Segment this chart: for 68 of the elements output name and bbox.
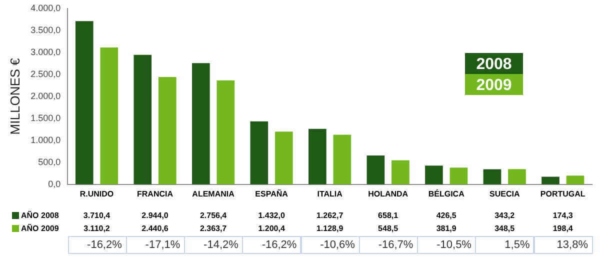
- data-label: 2.944,0: [142, 211, 169, 220]
- text: 2008: [476, 56, 512, 73]
- bar: [425, 166, 443, 184]
- x-tick-label: ITALIA: [317, 189, 343, 198]
- x-tick-label: ALEMANIA: [192, 189, 235, 198]
- data-label: 343,2: [494, 211, 516, 220]
- y-tick-label: 3.500,0: [30, 24, 61, 35]
- bar: [250, 121, 268, 184]
- data-label: 548,5: [378, 224, 399, 234]
- x-tick-label: FRANCIA: [137, 189, 174, 198]
- bar: [333, 134, 352, 184]
- y-axis-title: MILLONES €: [7, 57, 22, 135]
- data-label: 381,9: [436, 224, 457, 234]
- data-label: 2.756,4: [200, 211, 228, 220]
- text: -16,2%: [262, 239, 297, 252]
- bar: [134, 54, 152, 184]
- bar: [158, 77, 176, 184]
- y-tick-label: 1.500,0: [30, 112, 61, 123]
- bar: [508, 169, 526, 184]
- data-label: 3.110,2: [84, 224, 110, 234]
- text: -10,6%: [320, 239, 356, 252]
- x-tick-label: PORTUGAL: [540, 189, 586, 198]
- y-tick-label: 1.000,0: [30, 134, 61, 145]
- data-label: 1.262,7: [316, 211, 344, 220]
- text: 1,5%: [504, 239, 530, 252]
- bar: [216, 80, 235, 184]
- data-label: 198,4: [552, 224, 574, 234]
- bar: [275, 132, 293, 184]
- text: -10,5%: [436, 239, 472, 252]
- y-tick-label: 2.000,0: [30, 90, 61, 101]
- data-label: 2.440,6: [142, 224, 169, 234]
- data-label: 348,5: [494, 224, 516, 234]
- text: -17,1%: [145, 239, 180, 252]
- data-label: 658,1: [378, 211, 399, 220]
- data-label: 426,5: [436, 211, 457, 220]
- y-tick-label: 500,0: [38, 156, 61, 167]
- bar: [542, 176, 560, 184]
- bar: [392, 160, 410, 184]
- data-label: 3.710,4: [83, 211, 111, 220]
- x-tick-label: HOLANDA: [368, 189, 408, 198]
- x-tick-label: BÉLGICA: [428, 188, 465, 198]
- data-label: 1.432,0: [258, 211, 286, 220]
- data-label: 1.128,9: [316, 224, 344, 234]
- bar: [75, 21, 94, 184]
- bar: [483, 169, 502, 184]
- bar: [366, 155, 385, 184]
- bar: [450, 168, 468, 184]
- data-label: 174,3: [552, 211, 574, 220]
- y-tick-label: 0,0: [48, 178, 61, 189]
- bar: [566, 176, 584, 184]
- bar: [308, 128, 326, 184]
- text: -16,2%: [87, 239, 122, 252]
- x-tick-label: SUECIA: [489, 189, 520, 198]
- text: AÑO 2009: [21, 223, 60, 234]
- text: -14,2%: [204, 239, 239, 252]
- data-label: 2.363,7: [200, 224, 228, 234]
- x-tick-label: ESPAÑA: [255, 188, 288, 198]
- bar: [100, 48, 118, 184]
- text: AÑO 2008: [21, 210, 60, 220]
- text: 13,8%: [556, 239, 588, 252]
- text: 2009: [476, 76, 512, 94]
- data-label: 1.200,4: [258, 224, 286, 234]
- x-tick-label: R.UNIDO: [80, 189, 114, 198]
- y-tick-label: 4.000,0: [30, 2, 61, 13]
- text: -16,7%: [378, 239, 414, 252]
- bar: [192, 63, 210, 184]
- y-tick-label: 3.000,0: [30, 46, 61, 57]
- y-tick-label: 2.500,0: [30, 68, 61, 79]
